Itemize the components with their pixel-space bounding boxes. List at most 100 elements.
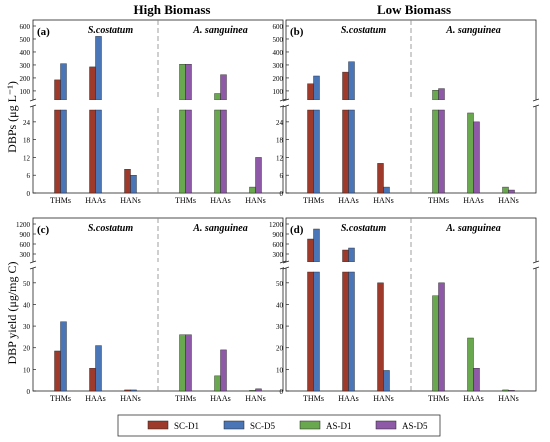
y-tick-label: 900 [20,231,31,239]
y-tick-label: 6 [280,172,284,180]
group-title-sc: S.costatum [88,223,134,234]
bar-sc-d1 [124,389,131,392]
bar-as-d5 [255,388,262,392]
bar-sc-d5-upper [60,63,67,101]
group-title-as: A. sanguinea [192,25,247,36]
x-tick-label: HANs [245,394,265,403]
bar-sc-d1 [377,163,384,194]
bar-as-d1 [502,389,509,392]
group-title-as: A. sanguinea [445,25,500,36]
y-tick-label: 600 [273,241,284,249]
panel-b: 100 200 300 400 500 600 0 6 12 18 24 (b) S.costatum A… [273,19,540,205]
y-tick-label: 900 [273,231,284,239]
bar-sc-d1-upper [342,249,349,263]
y-tick-label: 400 [273,49,284,57]
bar-sc-d5-lower [348,109,355,194]
axis-break-band [31,262,285,268]
y-tick-label: 30 [23,323,31,331]
bar-sc-d1-upper [89,66,96,101]
x-tick-label: THMs [428,196,449,205]
x-tick-label: HANs [373,196,393,205]
bar-sc-d5 [130,389,137,392]
bar-as-d5-upper [220,74,227,101]
bar-as-d1-lower [432,109,439,194]
legend: SC-D1 SC-D5 AS-D1 AS-D5 [117,414,441,437]
y-tick-label: 18 [23,137,31,145]
x-tick-label: HANs [373,394,393,403]
bar-sc-d1-lower [54,109,61,194]
x-tick-label: THMs [50,394,71,403]
bar-sc-d5-upper [313,228,320,263]
bar-sc-d5-upper [348,61,355,101]
x-tick-label: THMs [303,196,324,205]
y-tick-label: 100 [273,88,284,96]
y-tick-label: 600 [20,241,31,249]
y-tick-label: 50 [276,280,284,288]
axis-break-mark [532,266,540,270]
y-label-top: DBPs (μg L⁻¹) [5,81,19,153]
axis-break-mark [282,266,290,270]
axis-break-mark [279,260,287,264]
x-tick-label: HAAs [210,196,230,205]
bar-sc-d1-upper [54,79,61,101]
axis-break-mark [532,104,540,108]
bar-sc-d5 [383,370,390,392]
bar-as-d5 [220,349,227,392]
axis-break-mark [282,98,290,102]
legend-swatch-as-d1 [299,420,321,430]
bar-as-d5 [473,121,480,194]
bar-sc-d1-lower [89,109,96,194]
bar-sc-d1-upper [307,238,314,263]
bar-as-d1-upper [214,93,221,101]
bar-as-d5 [185,334,192,392]
axis-break-mark [532,98,540,102]
x-tick-label: HANs [245,196,265,205]
y-tick-label: 600 [273,23,284,31]
bar-sc-d5-lower [60,109,67,194]
bar-as-d5 [508,390,515,392]
y-tick-label: 400 [20,49,31,57]
x-tick-label: HAAs [463,196,483,205]
y-tick-label: 24 [23,119,31,127]
axis-break-mark [279,98,287,102]
bar-sc-d1-upper [342,71,349,101]
x-tick-label: THMs [175,394,196,403]
x-tick-label: HAAs [210,394,230,403]
x-tick-label: HANs [498,394,518,403]
y-tick-label: 0 [27,388,31,396]
y-tick-label: 300 [273,62,284,70]
axis-break-band [284,262,538,268]
group-title-as: A. sanguinea [445,223,500,234]
y-tick-label: 100 [20,88,31,96]
y-tick-label: 600 [20,23,31,31]
y-tick-label: 500 [273,36,284,44]
bar-as-d5-upper [185,64,192,101]
bar-as-d1 [432,295,439,392]
y-tick-label: 40 [23,301,31,309]
y-tick-label: 200 [20,75,31,83]
axis-break-mark [282,260,290,264]
y-tick-label: 6 [27,172,31,180]
bar-sc-d5-lower [348,271,355,392]
bar-sc-d5-upper [95,36,102,101]
bar-sc-d1-lower [342,109,349,194]
bar-sc-d1-lower [342,271,349,392]
x-tick-label: HAAs [85,394,105,403]
axis-break-band [284,100,538,106]
bar-sc-d1-upper [307,83,314,101]
y-tick-label: 0 [280,190,284,198]
axis-break-mark [29,266,37,270]
x-tick-label: THMs [175,196,196,205]
bar-as-d1 [467,112,474,194]
bar-as-d1-upper [179,64,186,101]
legend-box [117,414,441,437]
bar-as-d1-lower [214,109,221,194]
axis-break-mark [532,260,540,264]
bar-as-d1 [179,334,186,392]
axis-break-mark [29,98,37,102]
bar-as-d1 [467,337,474,392]
panel-label: (d) [290,224,304,236]
